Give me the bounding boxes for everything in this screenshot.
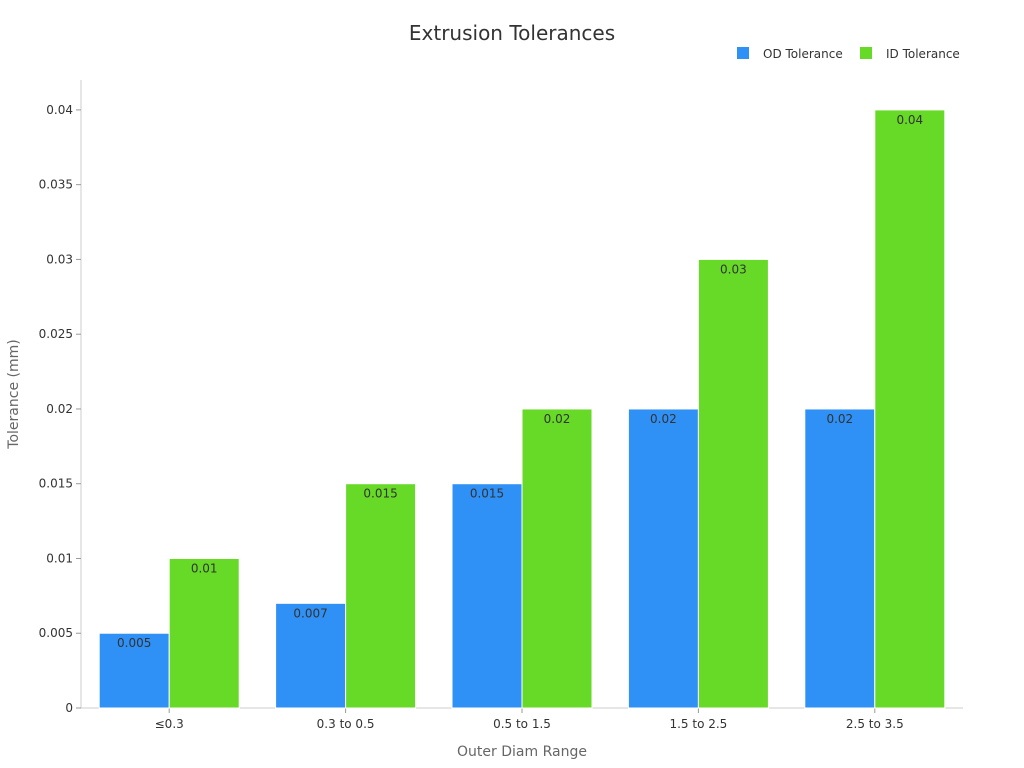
y-tick-label: 0.04	[46, 103, 73, 117]
y-tick-label: 0	[65, 701, 73, 715]
bar-data-label: 0.04	[896, 113, 923, 127]
bar-data-labels: 0.005 0.007 0.015 0.02 0.02 0.01 0.015 0.02 0.03…	[117, 113, 923, 650]
bar-data-label: 0.02	[650, 412, 677, 426]
bar-od-tolerance	[451, 483, 523, 709]
legend-label: ID Tolerance	[886, 47, 960, 61]
bar-od-tolerance	[98, 632, 170, 709]
y-tick-label: 0.02	[46, 402, 73, 416]
bar-data-label: 0.02	[544, 412, 571, 426]
x-tick-label: 0.5 to 1.5	[493, 717, 551, 731]
y-axis-label: Tolerance (mm)	[6, 339, 22, 449]
bar-od-tolerance	[804, 408, 876, 709]
x-tick-label: ≤0.3	[155, 717, 184, 731]
y-tick-label: 0.025	[39, 327, 73, 341]
x-axis-ticks: ≤0.3 0.3 to 0.5 0.5 to 1.5 1.5 to 2.5 2.5 to…	[155, 708, 904, 731]
bars	[98, 109, 946, 709]
bar-data-label: 0.03	[720, 262, 747, 276]
y-tick-label: 0.01	[46, 551, 73, 565]
bar-id-tolerance	[697, 258, 769, 709]
bar-data-label: 0.015	[363, 487, 397, 501]
bar-od-tolerance	[275, 602, 347, 709]
legend-label: OD Tolerance	[763, 47, 843, 61]
y-tick-label: 0.005	[39, 626, 73, 640]
y-tick-label: 0.03	[46, 252, 73, 266]
y-tick-label: 0.015	[39, 477, 73, 491]
bar-data-label: 0.005	[117, 636, 151, 650]
legend-swatch	[860, 47, 872, 59]
y-axis-ticks: 0 0.005 0.01 0.015 0.02 0.025 0.03 0.035 0.04	[39, 103, 81, 715]
bar-od-tolerance	[627, 408, 699, 709]
bar-data-label: 0.01	[191, 561, 218, 575]
legend-swatch	[737, 47, 749, 59]
x-tick-label: 2.5 to 3.5	[846, 717, 904, 731]
legend: OD Tolerance ID Tolerance	[737, 47, 960, 61]
chart-title: Extrusion Tolerances	[409, 21, 615, 45]
bar-data-label: 0.007	[293, 606, 327, 620]
bar-id-tolerance	[168, 557, 240, 709]
bar-id-tolerance	[345, 483, 417, 709]
y-tick-label: 0.035	[39, 178, 73, 192]
x-tick-label: 0.3 to 0.5	[317, 717, 375, 731]
bar-data-label: 0.02	[826, 412, 853, 426]
bar-id-tolerance	[521, 408, 593, 709]
bar-id-tolerance	[874, 109, 946, 709]
bar-data-label: 0.015	[470, 487, 504, 501]
x-axis-label: Outer Diam Range	[457, 744, 587, 760]
x-tick-label: 1.5 to 2.5	[669, 717, 727, 731]
